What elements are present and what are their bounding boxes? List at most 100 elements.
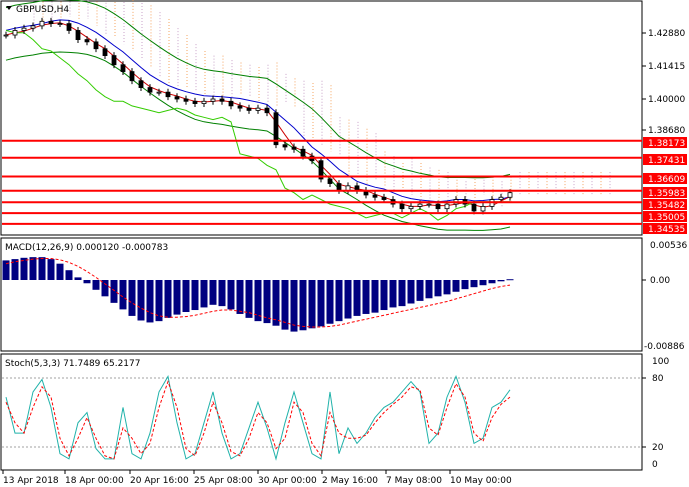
candle-body xyxy=(201,100,207,104)
time-axis-label: 2 May 16:00 xyxy=(322,476,378,486)
macd-bar xyxy=(461,280,469,290)
macd-bar xyxy=(20,257,28,280)
macd-histogram xyxy=(2,257,514,332)
candle-body xyxy=(399,203,405,210)
candle-body xyxy=(255,107,261,111)
price-level-labels: 1.38173 1.37431 1.36609 1.35983 1.35482 … xyxy=(643,137,687,235)
macd-bar xyxy=(209,280,217,305)
macd-bar xyxy=(470,280,478,288)
candle-body xyxy=(498,196,504,200)
macd-bar xyxy=(308,280,316,329)
macd-bar xyxy=(227,280,235,310)
price-level-label: 1.35005 xyxy=(648,213,685,223)
price-level-label: 1.37431 xyxy=(648,156,685,166)
moving-average-blue-line xyxy=(5,19,511,203)
macd-signal-path xyxy=(5,258,511,328)
macd-bar xyxy=(164,280,172,318)
price-level-label: 1.36609 xyxy=(648,175,685,185)
macd-bar xyxy=(83,280,91,284)
macd-bar xyxy=(317,280,325,327)
macd-bar xyxy=(110,280,118,303)
macd-bar xyxy=(236,280,244,314)
macd-bar xyxy=(191,280,199,311)
macd-bar xyxy=(47,259,55,280)
macd-bar xyxy=(200,280,208,308)
macd-bar xyxy=(101,280,109,297)
macd-bar xyxy=(353,280,361,316)
time-axis-label: 30 Apr 00:00 xyxy=(258,476,317,486)
triangle-down-icon[interactable] xyxy=(6,6,12,10)
macd-title: MACD(12,26,9) 0.000120 -0.000783 xyxy=(5,243,168,253)
candle-body xyxy=(426,203,432,206)
candle-body xyxy=(138,80,144,88)
candle-body xyxy=(84,39,90,43)
candle-body xyxy=(507,192,513,198)
candle-body xyxy=(246,107,252,111)
candle-body xyxy=(300,148,306,157)
candle-body xyxy=(282,144,288,148)
macd-bar xyxy=(299,280,307,331)
macd-bar xyxy=(326,280,334,324)
price-level-label: 1.35482 xyxy=(648,201,685,211)
macd-bar xyxy=(389,280,397,308)
macd-bar xyxy=(497,280,505,282)
macd-axis-label: -0.00886 xyxy=(644,342,685,352)
time-axis-label: 7 May 08:00 xyxy=(386,476,442,486)
candle-body xyxy=(336,183,342,191)
macd-bar xyxy=(155,280,163,322)
horizontal-levels xyxy=(2,139,642,225)
macd-bar xyxy=(218,280,226,307)
macd-bar xyxy=(479,280,487,286)
macd-bar xyxy=(56,263,64,280)
candle-body xyxy=(111,55,117,66)
macd-bar xyxy=(272,280,280,326)
macd-bar xyxy=(128,280,136,316)
macd-bar xyxy=(65,270,73,280)
candle-body xyxy=(192,100,198,104)
candle-body xyxy=(75,30,81,40)
stoch-axis-label: 80 xyxy=(652,374,664,384)
stoch-title: Stoch(5,3,3) 71.7489 65.2177 xyxy=(5,359,140,369)
candle-body xyxy=(228,100,234,107)
candle-body xyxy=(345,185,351,191)
candle-body xyxy=(147,87,153,93)
macd-bar xyxy=(488,280,496,284)
price-level-label: 1.34535 xyxy=(648,225,685,235)
candle-body xyxy=(129,71,135,82)
time-axis-label: 13 Apr 2018 xyxy=(3,476,59,486)
macd-bar xyxy=(335,280,343,322)
candle-body xyxy=(183,98,189,102)
macd-axis: 0.00536 0.00 -0.00886 xyxy=(642,241,687,352)
time-axis-label: 25 Apr 08:00 xyxy=(194,476,253,486)
bollinger-upper-line xyxy=(5,0,511,179)
stoch-panel[interactable] xyxy=(0,353,643,471)
macd-bar xyxy=(362,280,370,314)
candle-body xyxy=(3,34,9,37)
stoch-lines xyxy=(5,374,511,461)
stoch-axis-label: 100 xyxy=(652,357,669,367)
bollinger-lower-line xyxy=(5,51,511,231)
price-axis: 1.42880 1.41415 1.40000 1.38680 xyxy=(642,29,685,136)
stoch-axis-label: 0 xyxy=(652,460,658,470)
candle-body xyxy=(39,20,45,27)
time-axis-label: 18 Apr 00:00 xyxy=(65,476,124,486)
candle-body xyxy=(273,112,279,146)
time-axis: 13 Apr 2018 18 Apr 00:00 20 Apr 16:00 25… xyxy=(2,470,512,486)
candle-body xyxy=(372,194,378,198)
candle-body xyxy=(444,203,450,210)
price-level-label: 1.35983 xyxy=(648,189,685,199)
price-level-label: 1.38173 xyxy=(648,139,685,149)
candle-body xyxy=(66,23,72,31)
candle-body xyxy=(237,105,243,109)
macd-bar xyxy=(263,280,271,324)
macd-bar xyxy=(290,280,298,332)
macd-bar xyxy=(146,280,154,323)
candle-body xyxy=(480,205,486,212)
candle-body xyxy=(435,203,441,210)
macd-bar xyxy=(344,280,352,319)
price-axis-label: 1.42880 xyxy=(648,29,685,39)
candle-body xyxy=(12,30,18,36)
macd-bar xyxy=(506,279,514,281)
candle-body xyxy=(57,23,63,25)
